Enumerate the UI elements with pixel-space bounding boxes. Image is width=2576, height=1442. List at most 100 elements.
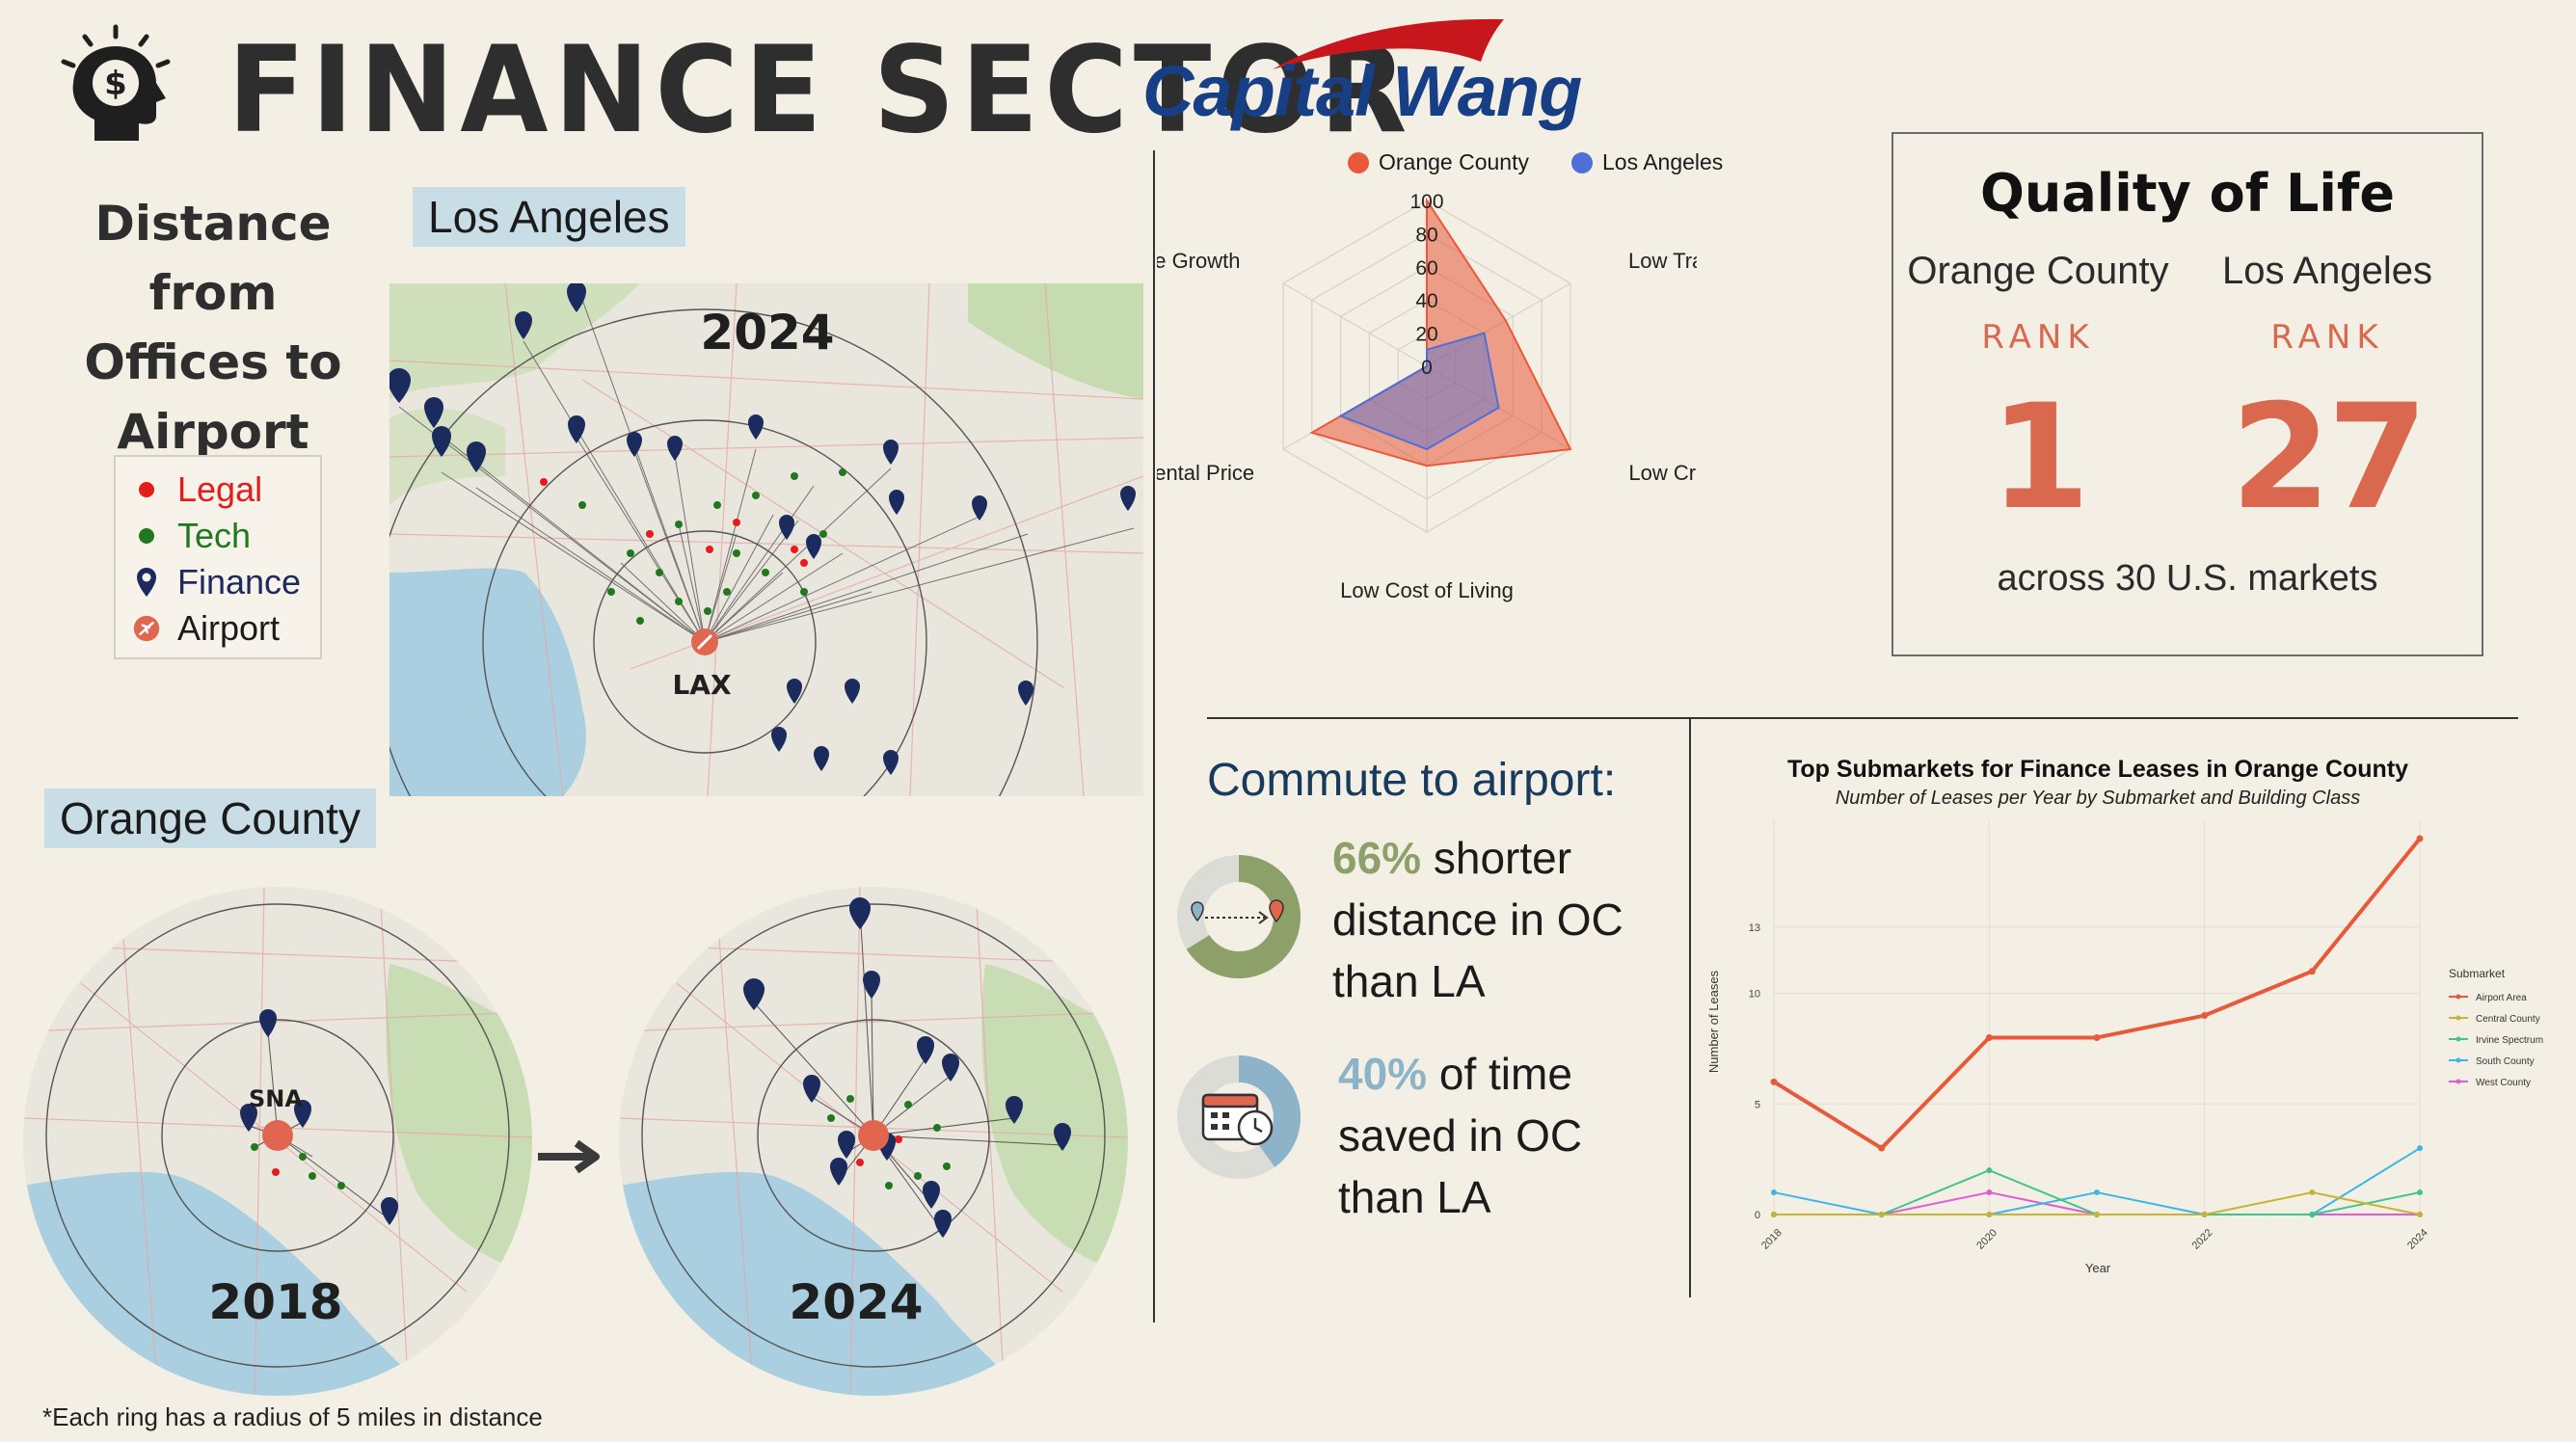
radar-series-los-angeles [1338, 332, 1500, 451]
line-series-south-county [1773, 1147, 2421, 1215]
qol-oc-name: Orange County [1907, 250, 2169, 292]
radar-legend-label: Los Angeles [1601, 149, 1724, 174]
divider-vertical-small [1689, 719, 1691, 1297]
qol-la-rank: 27 [2230, 374, 2428, 542]
sna-label: SNA [249, 1085, 303, 1112]
line-chart-subtitle: Number of Leases per Year by Submarket a… [1836, 788, 2360, 809]
line-point [2094, 1212, 2100, 1217]
page-title: FINANCE SECTOR [228, 19, 1413, 160]
oc-section-label: Orange County [44, 788, 376, 848]
oc-year-2018: 2018 [208, 1274, 342, 1330]
radar-axis-label: Lease Growth [1157, 249, 1240, 273]
line-chart-ylabel: Number of Leases [1706, 970, 1721, 1073]
radar-axis-label: Low Traffic [1628, 249, 1697, 273]
line-legend-marker [2455, 1015, 2461, 1021]
line-point [1878, 1144, 1886, 1152]
line-legend-marker [2455, 1057, 2461, 1063]
svg-text:$: $ [104, 65, 127, 103]
arrow-right-icon [536, 1120, 605, 1191]
line-point [2417, 1212, 2423, 1217]
line-chart-xlabel: Year [2085, 1261, 2111, 1275]
line-legend-marker [2455, 994, 2461, 1000]
stat-text: saved in OC [1338, 1110, 1583, 1161]
head-dollar-icon: $ [56, 23, 191, 162]
quality-of-life-card: Quality of Life Orange County RANK 1 Los… [1892, 132, 2483, 656]
radar-axis-label: Low Crime [1628, 461, 1697, 485]
line-chart-title: Top Submarkets for Finance Leases in Ora… [1787, 756, 2408, 783]
radar-legend: Orange County Los Angeles [1348, 149, 1723, 175]
la-year: 2024 [700, 305, 834, 360]
qol-la-column: Los Angeles RANK 27 [2183, 250, 2472, 542]
map-pin-icon [133, 568, 160, 597]
la-section-label: Los Angeles [413, 187, 685, 247]
radar-spoke [1282, 282, 1428, 367]
stat-text: than LA [1338, 1172, 1491, 1222]
legend-label: Airport [177, 608, 281, 648]
qol-la-name: Los Angeles [2222, 250, 2432, 292]
divider-horizontal [1207, 717, 2518, 719]
distance-title: Distance from Offices to Airport [25, 189, 401, 467]
qol-la-rank-label: RANK [2270, 318, 2384, 357]
distance-title-line: Distance from [94, 196, 332, 321]
line-point [1985, 1033, 1993, 1041]
line-point [2416, 835, 2424, 842]
line-point [2308, 968, 2316, 975]
radar-axis-label: Low Cost of Living [1340, 578, 1514, 602]
distance-title-line: Offices to [84, 334, 342, 390]
line-point [2417, 1145, 2423, 1152]
commute-title: Commute to airport: [1207, 755, 1617, 806]
line-chart-legend-title: Submarket [2449, 967, 2506, 980]
radar-chart: 100806040200Quality of LifeLow TrafficLo… [1157, 191, 1697, 602]
line-chart-x-tick: 2024 [2405, 1227, 2430, 1252]
line-point [2309, 1212, 2316, 1217]
radar-tick-label: 40 [1415, 290, 1437, 312]
qol-title: Quality of Life [1979, 163, 2396, 224]
line-point [2093, 1033, 2101, 1041]
line-point [2201, 1212, 2208, 1217]
stat-text: of time [1427, 1049, 1572, 1099]
oc-map-2024: 2024 [619, 887, 1128, 1396]
legal-dot-icon [133, 476, 160, 503]
qol-subtitle: across 30 U.S. markets [1997, 558, 2378, 599]
airplane-icon [133, 615, 160, 642]
distance-title-line: Airport [117, 404, 309, 460]
line-legend-label: Irvine Spectrum [2476, 1035, 2543, 1046]
radar-legend-oc: Orange County [1348, 149, 1529, 175]
calendar-clock-icon [1201, 1093, 1274, 1146]
line-chart-x-tick: 2020 [1974, 1227, 1999, 1252]
line-legend-marker [2455, 1079, 2461, 1084]
route-pins-icon [1191, 899, 1284, 924]
tech-dot-icon [133, 522, 160, 549]
submarket-line-chart: Top Submarkets for Finance Leases in Ora… [1706, 756, 2543, 1275]
line-point [1878, 1212, 1885, 1217]
legend-label: Tech [177, 516, 252, 555]
footnote: *Each ring has a radius of 5 miles in di… [42, 1402, 543, 1431]
lax-label: LAX [672, 669, 732, 701]
line-legend-label: Airport Area [2476, 993, 2527, 1003]
legend-item-tech: Tech [133, 513, 251, 559]
line-chart-y-tick: 10 [1749, 989, 1760, 1001]
line-legend-label: West County [2476, 1078, 2531, 1088]
legend-swatch [1570, 151, 1593, 174]
line-chart-y-tick: 0 [1755, 1210, 1760, 1221]
line-point [2094, 1189, 2100, 1196]
divider-vertical [1153, 150, 1155, 1322]
radar-tick-label: 100 [1409, 191, 1443, 213]
map-legend: Legal Tech Finance Airport [114, 455, 322, 659]
line-series-west-county [1774, 1191, 2420, 1215]
line-series-central-county [1774, 1191, 2421, 1215]
radar-axis-label: Low Rental Price [1157, 461, 1254, 485]
qol-oc-rank: 1 [1989, 374, 2090, 542]
stat-pct: 40% [1338, 1049, 1428, 1099]
line-point [1986, 1189, 1993, 1196]
line-point [1986, 1212, 1993, 1217]
qol-oc-rank-label: RANK [1981, 318, 2095, 357]
radar-legend-la: Los Angeles [1570, 149, 1724, 175]
commute-stat-time: 40% of time saved in OC than LA [1338, 1043, 1582, 1228]
oc-map-2018: SNA 2018 [23, 887, 532, 1396]
stat-pct: 66% [1332, 833, 1422, 883]
line-point [2201, 1012, 2209, 1020]
line-legend-marker [2455, 1036, 2461, 1042]
line-point [1771, 1189, 1777, 1196]
line-point [1770, 1078, 1778, 1085]
